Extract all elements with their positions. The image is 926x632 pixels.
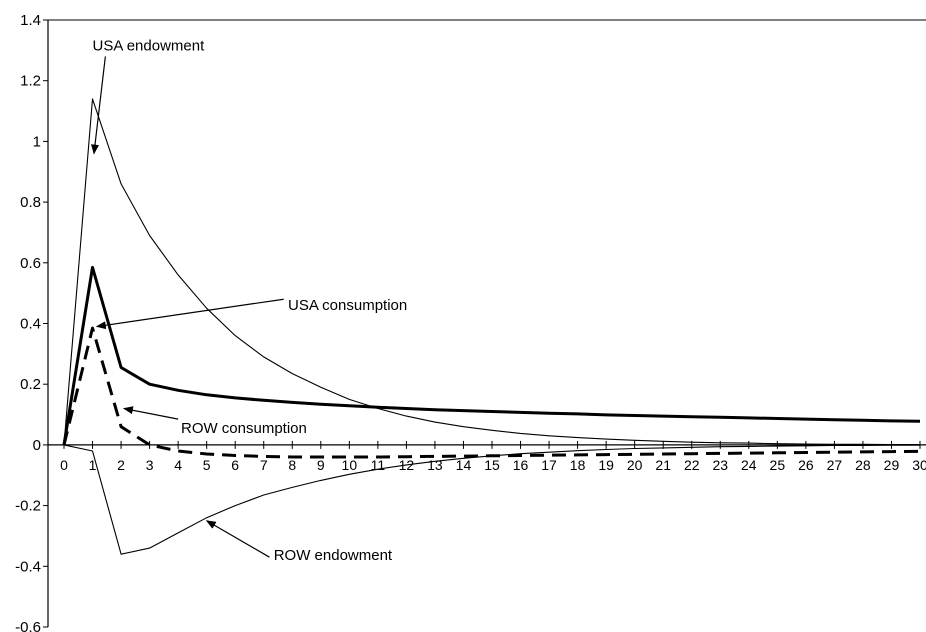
x-tick-label: 16 xyxy=(513,457,529,473)
x-tick-label: 26 xyxy=(798,457,814,473)
x-tick-label: 22 xyxy=(684,457,700,473)
annotation-arrow xyxy=(91,56,106,155)
y-axis-ticks: 1.4 1.2 1 0.8 0.6 0.4 0.2 0 -0.2 -0.4 -0.6 xyxy=(15,12,48,632)
series-line-row-endowment xyxy=(63,444,920,555)
y-tick-label: 0.2 xyxy=(20,376,41,393)
annotation-label: ROW consumption xyxy=(181,420,307,437)
series-group xyxy=(62,98,921,555)
x-tick-label: 6 xyxy=(231,457,239,473)
x-tick-label: 15 xyxy=(484,457,500,473)
x-tick-label: 13 xyxy=(427,457,443,473)
annotation-arrow xyxy=(95,298,284,330)
x-tick-label: 2 xyxy=(117,457,125,473)
annotation-label: USA endowment xyxy=(93,37,206,54)
x-tick-label: 17 xyxy=(541,457,557,473)
series-line-usa-consumption xyxy=(62,265,921,446)
x-tick-label: 28 xyxy=(855,457,871,473)
annotation-arrow xyxy=(205,520,270,558)
x-tick-label: 10 xyxy=(342,457,358,473)
y-tick-label: 0.4 xyxy=(20,316,41,333)
x-tick-label: 5 xyxy=(203,457,211,473)
x-tick-label: 29 xyxy=(884,457,900,473)
y-tick-label: -0.6 xyxy=(15,619,41,632)
x-tick-label: 24 xyxy=(741,457,757,473)
series-line-usa-endowment xyxy=(63,98,920,446)
x-tick-label: 21 xyxy=(655,457,671,473)
x-tick-label: 25 xyxy=(770,457,786,473)
annotation-label: USA consumption xyxy=(288,297,407,314)
x-tick-label: 0 xyxy=(60,457,68,473)
y-tick-label: 1.2 xyxy=(20,73,41,90)
y-tick-label: 0.8 xyxy=(20,194,41,211)
x-tick-label: 23 xyxy=(712,457,728,473)
y-tick-label: 0.6 xyxy=(20,255,41,272)
y-tick-label: 1 xyxy=(33,133,41,150)
x-tick-label: 8 xyxy=(288,457,296,473)
y-tick-label: 0 xyxy=(33,437,41,454)
x-tick-label: 18 xyxy=(570,457,586,473)
y-tick-label: 1.4 xyxy=(20,12,41,29)
x-tick-label: 9 xyxy=(317,457,325,473)
x-tick-label: 3 xyxy=(146,457,154,473)
x-tick-label: 7 xyxy=(260,457,268,473)
x-tick-label: 30 xyxy=(912,457,926,473)
axes xyxy=(47,19,926,627)
y-tick-label: -0.2 xyxy=(15,498,41,515)
annotation-arrow xyxy=(122,406,179,420)
annotation-label: ROW endowment xyxy=(274,547,393,564)
x-axis-ticks: 0 1 2 3 4 5 6 7 8 9 10 11 12 13 14 15 16 17 18 19 20 21 22 23 24… xyxy=(60,440,926,473)
annotations: USA endowment USA consumption ROW consumpt… xyxy=(91,37,407,564)
x-tick-label: 14 xyxy=(456,457,472,473)
x-tick-label: 1 xyxy=(89,457,97,473)
x-tick-label: 4 xyxy=(174,457,182,473)
x-tick-label: 20 xyxy=(627,457,643,473)
y-tick-label: -0.4 xyxy=(15,558,41,575)
x-tick-label: 27 xyxy=(827,457,843,473)
x-tick-label: 19 xyxy=(598,457,614,473)
